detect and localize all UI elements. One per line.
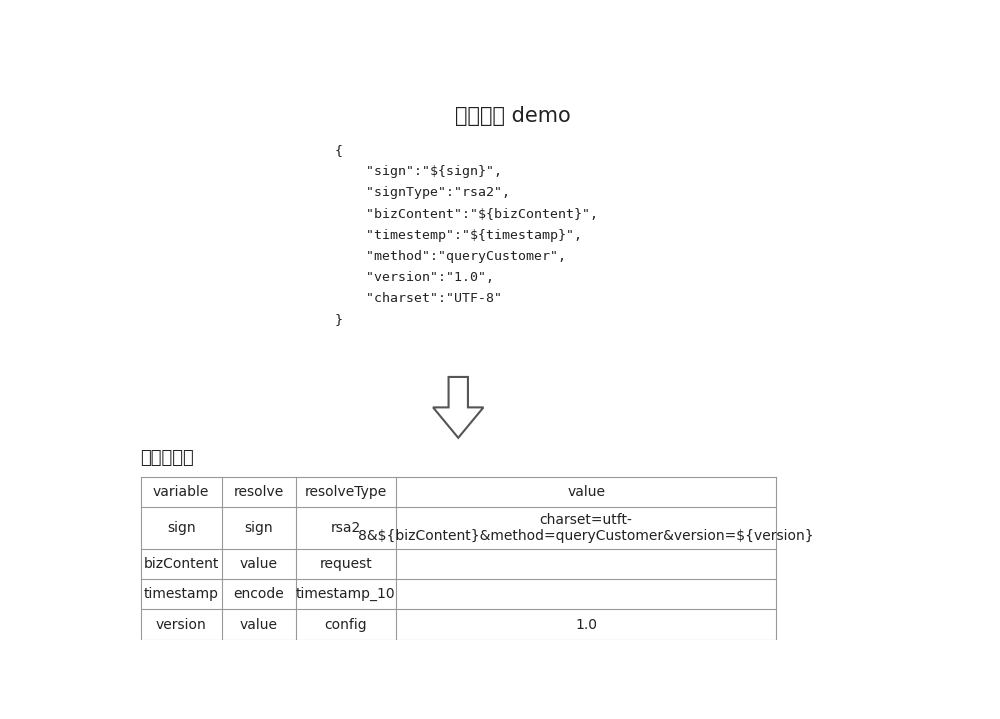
Text: 请求模板 demo: 请求模板 demo (455, 106, 570, 126)
Text: {: { (334, 145, 342, 157)
Text: value: value (240, 557, 278, 571)
Text: version: version (156, 618, 207, 632)
Text: resolve: resolve (234, 485, 284, 499)
Text: timestamp_10: timestamp_10 (296, 587, 396, 601)
Text: "bizContent":"${bizContent}",: "bizContent":"${bizContent}", (334, 208, 598, 221)
Text: rsa2: rsa2 (331, 521, 361, 535)
Text: resolveType: resolveType (305, 485, 387, 499)
Text: }: } (334, 313, 342, 326)
Text: 变量配置表: 变量配置表 (140, 449, 194, 467)
Text: "signType":"rsa2",: "signType":"rsa2", (334, 186, 510, 199)
Text: "method":"queryCustomer",: "method":"queryCustomer", (334, 249, 566, 262)
Text: "version":"1.0",: "version":"1.0", (334, 270, 494, 283)
Text: 1.0: 1.0 (575, 618, 597, 632)
Text: value: value (240, 618, 278, 632)
Polygon shape (433, 377, 483, 438)
Text: timestamp: timestamp (144, 587, 219, 601)
Text: "timestemp":"${timestamp}",: "timestemp":"${timestamp}", (334, 229, 582, 242)
Text: encode: encode (233, 587, 284, 601)
Text: "sign":"${sign}",: "sign":"${sign}", (334, 165, 502, 178)
Text: "charset":"UTF-8": "charset":"UTF-8" (334, 292, 502, 305)
Bar (140, 477, 776, 640)
Text: charset=utft-
8&${bizContent}&method=queryCustomer&version=${version}: charset=utft- 8&${bizContent}&method=que… (358, 513, 814, 543)
Text: sign: sign (244, 521, 273, 535)
Text: config: config (325, 618, 367, 632)
Text: value: value (567, 485, 605, 499)
Text: bizContent: bizContent (144, 557, 219, 571)
Text: variable: variable (153, 485, 209, 499)
Text: sign: sign (167, 521, 196, 535)
Text: request: request (320, 557, 372, 571)
